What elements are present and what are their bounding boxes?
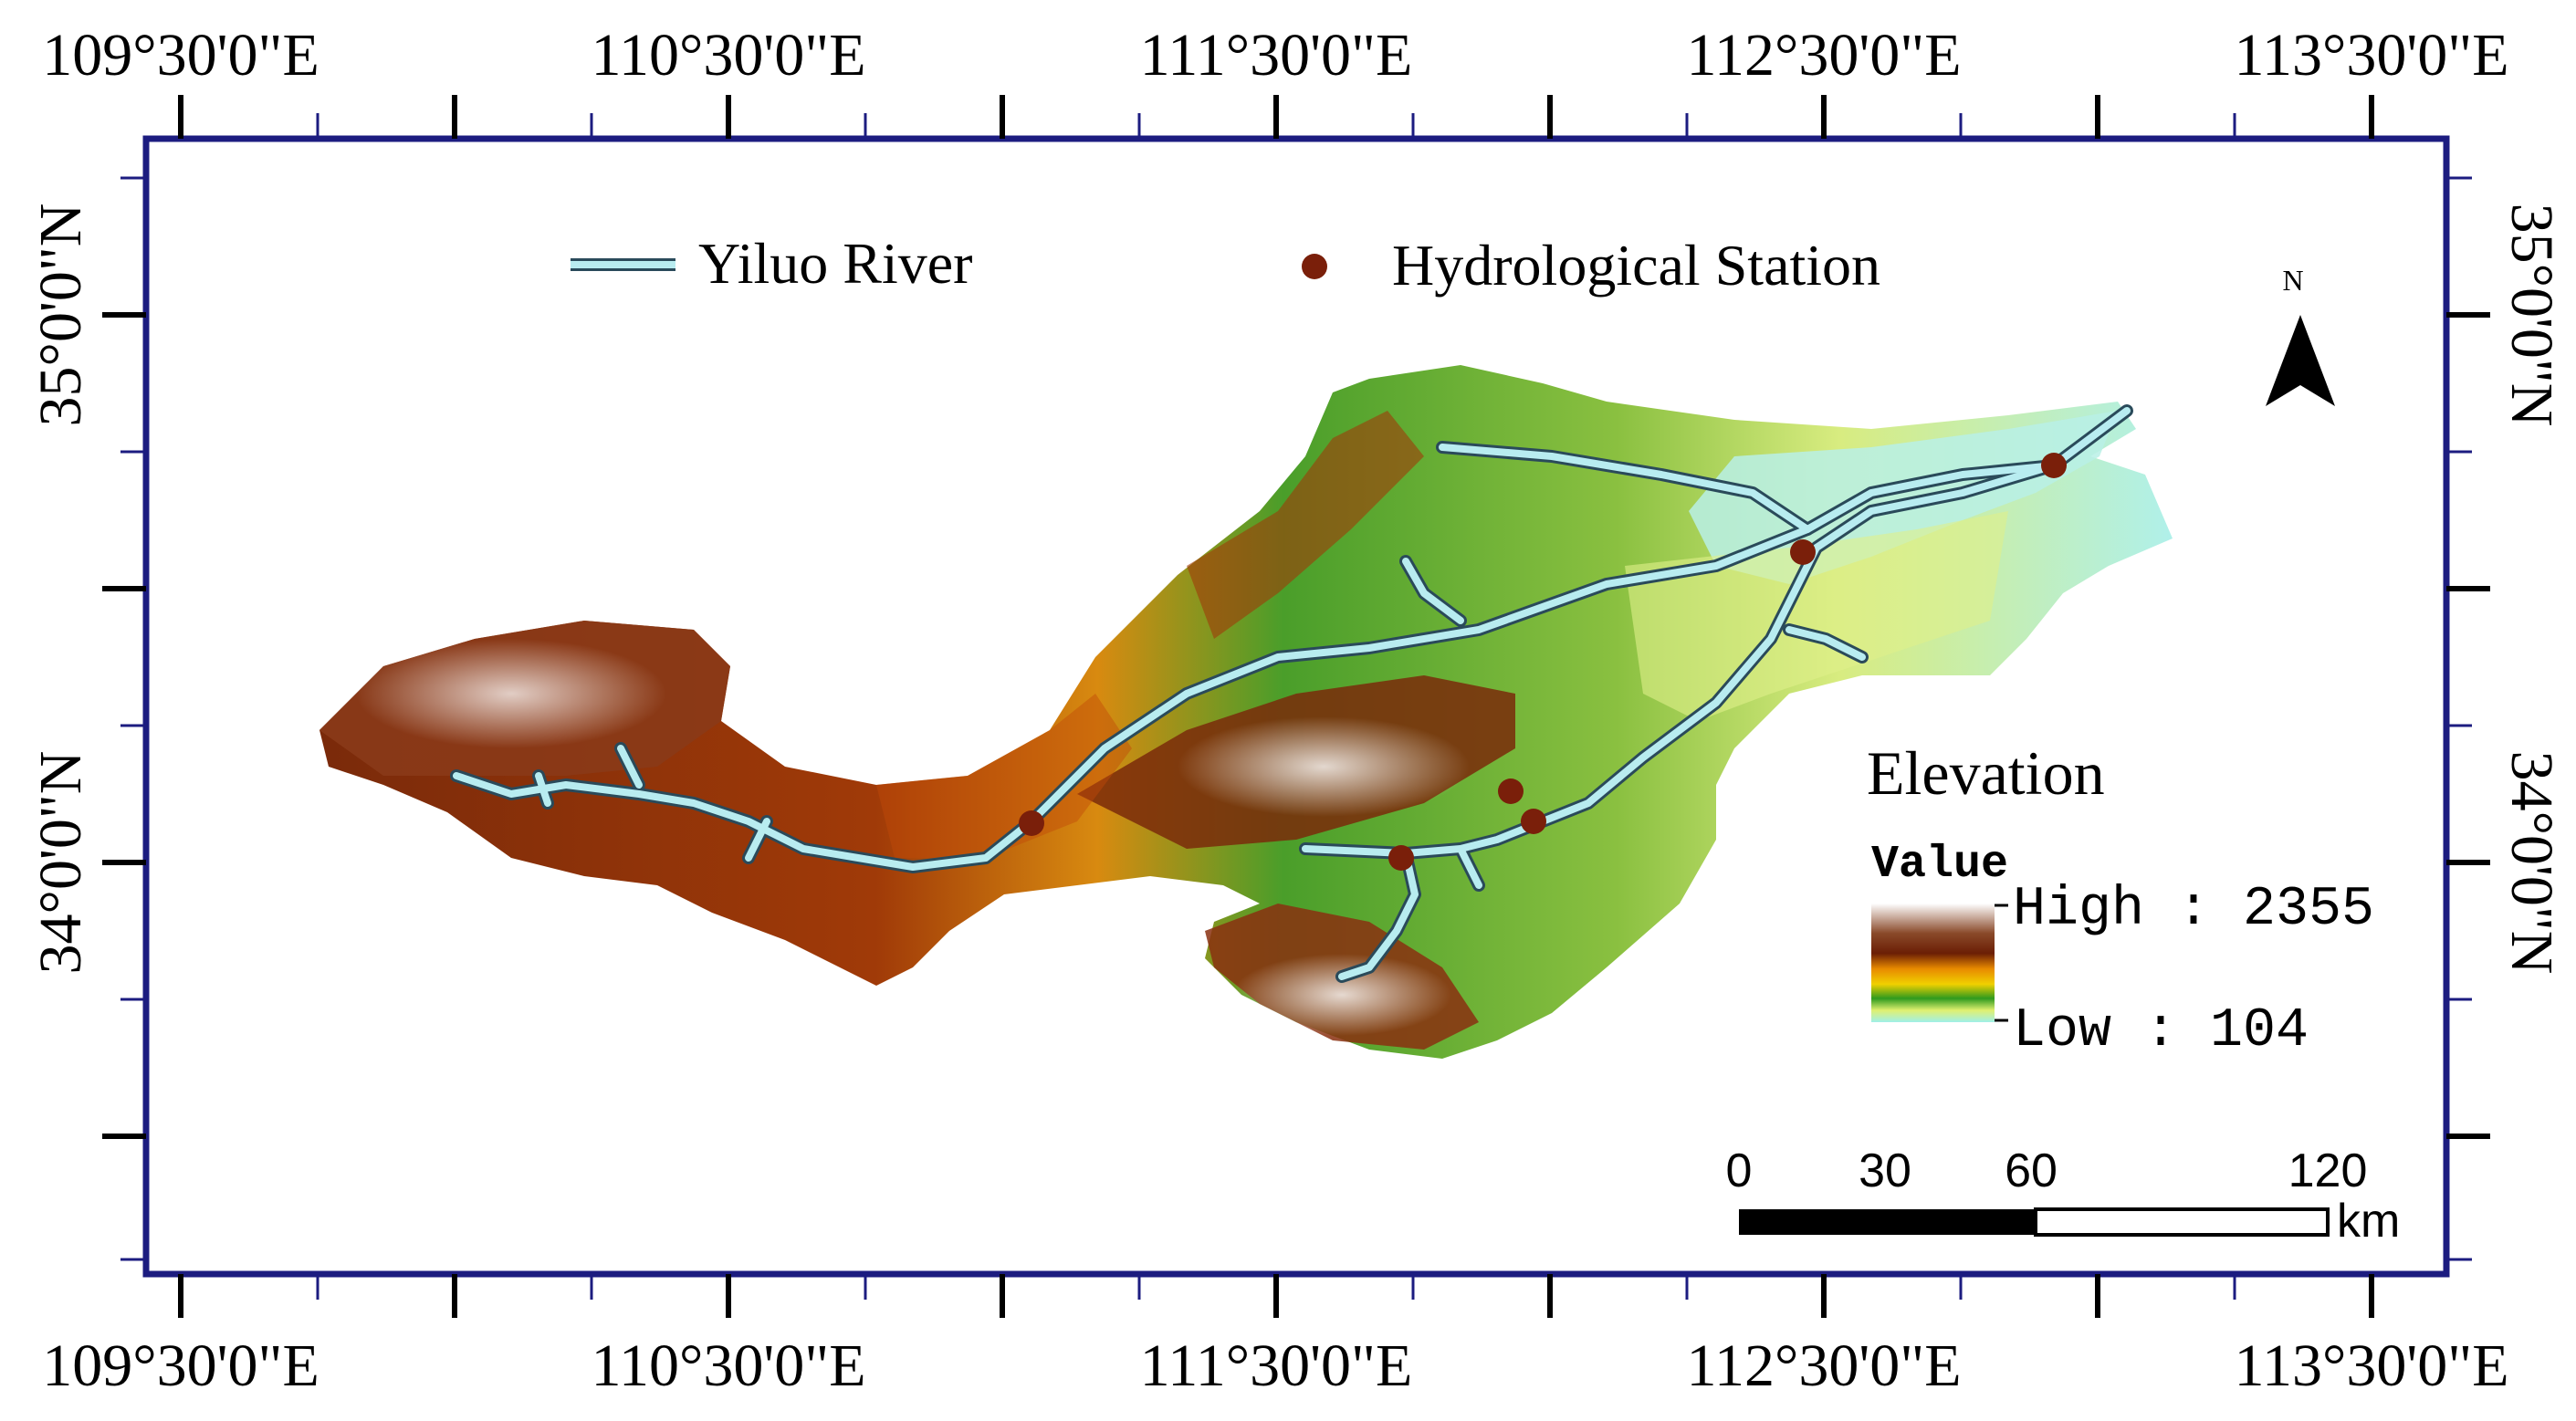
lowland-south-bank [876,694,1132,858]
north-label: N [2282,264,2303,297]
elevation-color-ramp [1871,904,1995,1022]
elevation-high-label: High : 2355 [2013,879,2374,941]
right-lat-label: 34°0'0"N [2498,751,2565,975]
scale-tick-label: 30 [1859,1144,1911,1197]
top-lon-label: 112°30'0"E [1686,22,1961,89]
top-lon-label: 109°30'0"E [42,22,319,89]
scale-unit: km [2337,1195,2400,1248]
scale-bar-black [1739,1209,2036,1235]
left-coordinate-labels: 35°0'0"N 34°0'0"N [27,204,94,975]
scale-tick-label: 60 [2005,1144,2058,1197]
graticule-ticks [102,95,2490,1318]
station-marker[interactable] [1019,810,1044,836]
station-marker[interactable] [1521,809,1546,834]
scale-bar: 0 30 60 120 km [1726,1144,2401,1248]
top-lon-label: 110°30'0"E [591,22,865,89]
river-legend-label: Yiluo River [698,231,972,296]
station-marker[interactable] [2041,453,2067,478]
station-legend-symbol [1302,254,1327,279]
bottom-lon-label: 110°30'0"E [591,1332,865,1399]
bottom-lon-label: 112°30'0"E [1686,1332,1961,1399]
bottom-lon-label: 113°30'0"E [2234,1332,2508,1399]
scale-tick-label: 0 [1726,1144,1753,1197]
bottom-lon-label: 109°30'0"E [42,1332,319,1399]
north-arrow: N [2266,264,2335,406]
yiluo-river [450,404,2133,983]
top-coordinate-labels: 109°30'0"E 110°30'0"E 111°30'0"E 112°30'… [42,22,2508,89]
bottom-lon-label: 111°30'0"E [1140,1332,1413,1399]
top-lon-label: 113°30'0"E [2234,22,2508,89]
hydrological-stations [1019,453,2067,871]
station-legend-label: Hydrological Station [1392,233,1880,298]
station-marker[interactable] [1498,778,1524,804]
river-basin [319,365,2173,1059]
right-lat-label: 35°0'0"N [2498,204,2565,427]
scale-bar-white [2034,1207,2330,1237]
left-lat-label: 34°0'0"N [27,751,94,975]
station-marker[interactable] [1388,845,1414,871]
snow-cap-west [356,639,666,748]
value-label: Value [1871,839,2008,891]
highland-northwest [1187,411,1424,639]
elevation-title: Elevation [1867,738,2105,808]
right-coordinate-labels: 35°0'0"N 34°0'0"N [2498,204,2565,975]
bottom-coordinate-labels: 109°30'0"E 110°30'0"E 111°30'0"E 112°30'… [42,1332,2508,1399]
elevation-legend: Elevation Value High : 2355 Low : 104 [1867,738,2374,1062]
snow-cap-central [1178,716,1470,817]
left-lat-label: 35°0'0"N [27,204,94,427]
elevation-low-label: Low : 104 [2013,1000,2309,1062]
station-marker[interactable] [1790,539,1816,565]
top-lon-label: 111°30'0"E [1140,22,1413,89]
scale-tick-label: 120 [2288,1144,2368,1197]
snow-cap-south [1232,954,1451,1036]
north-arrow-icon [2266,315,2335,406]
map-legend: Yiluo River Hydrological Station [571,231,1880,298]
